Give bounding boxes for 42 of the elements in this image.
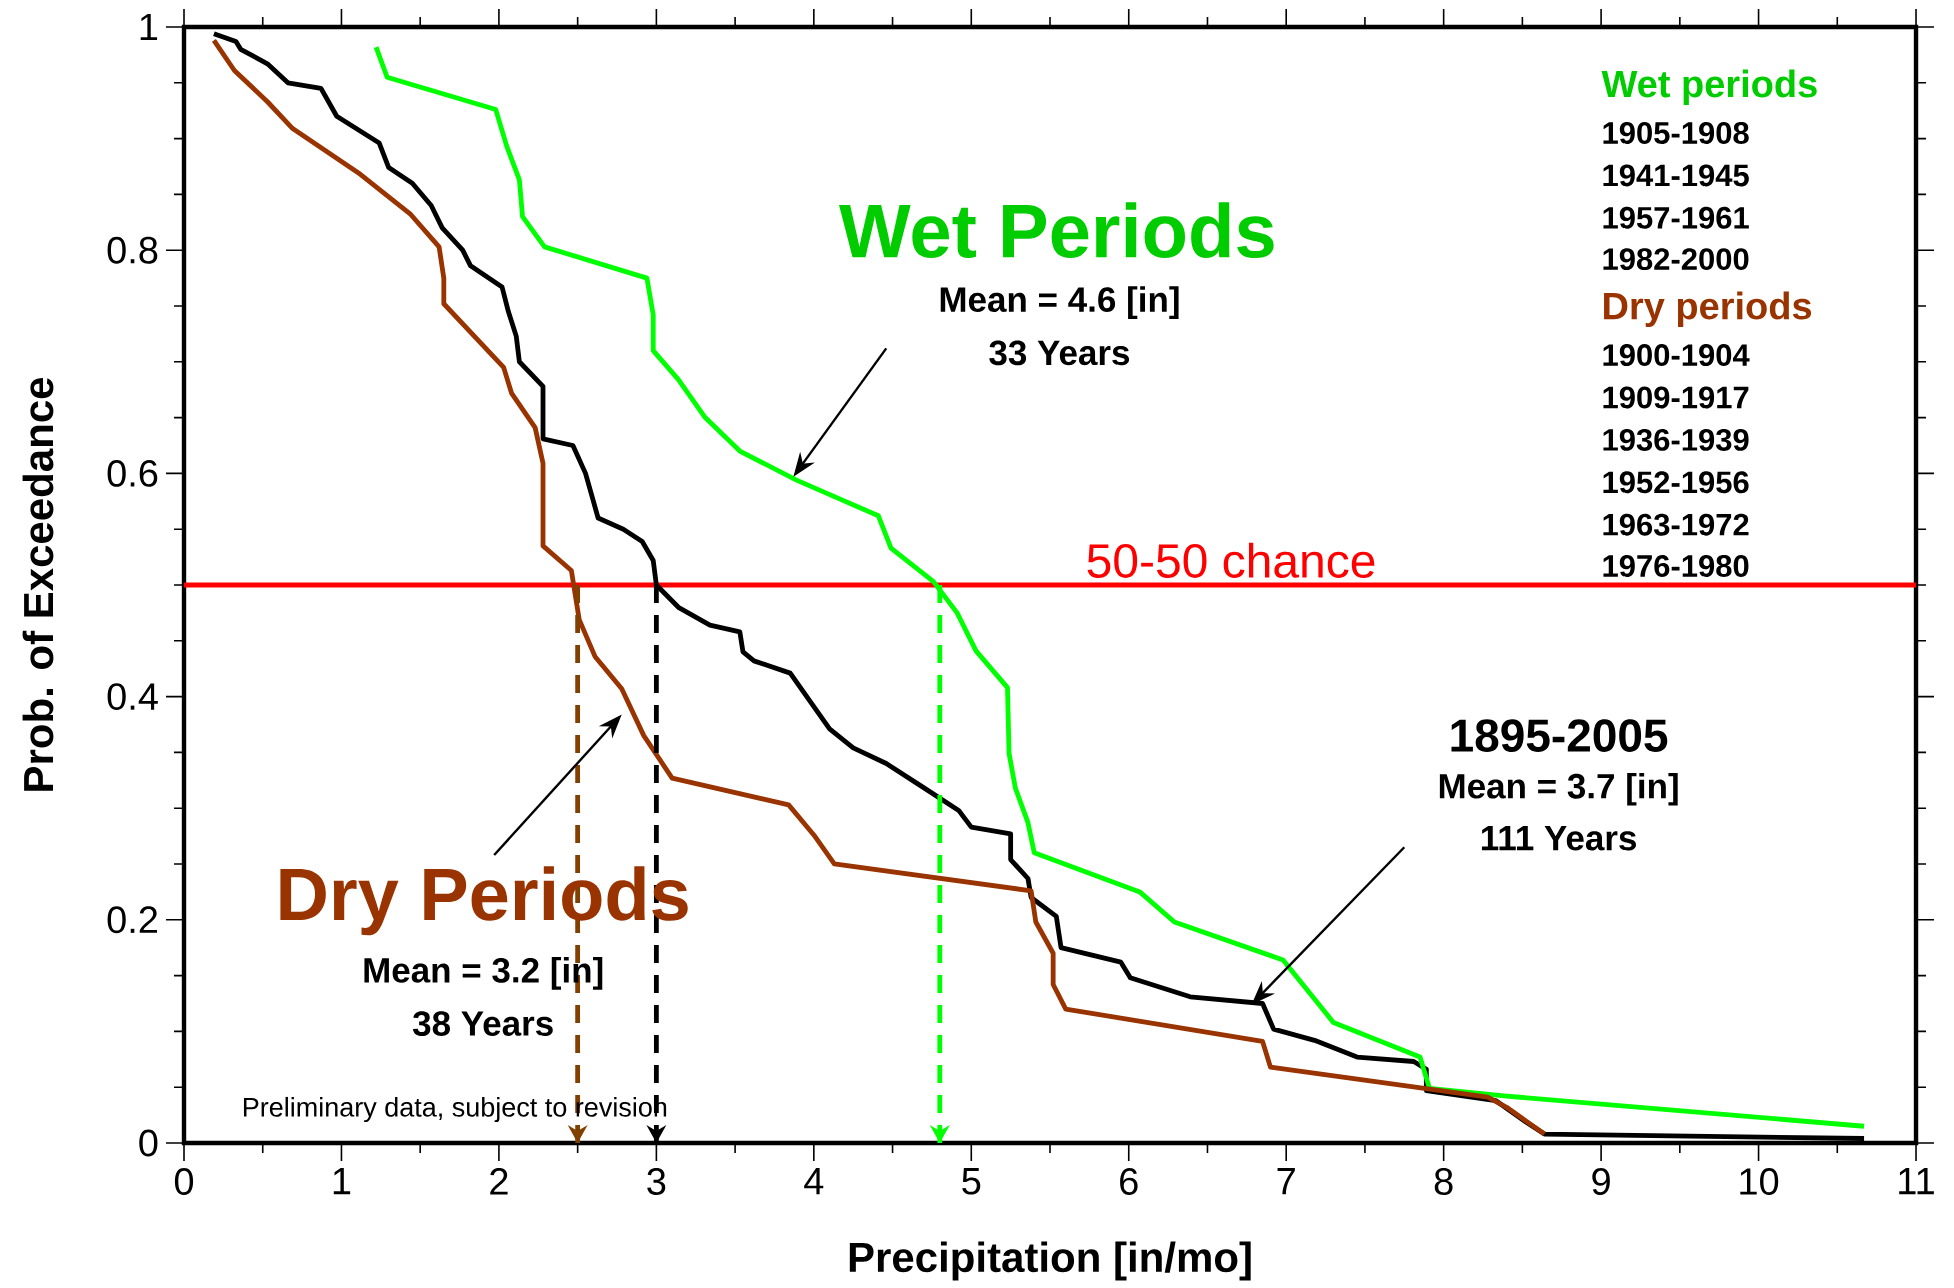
annotation: 1982-2000 <box>1603 248 1749 271</box>
x-tick-label: 10 <box>1740 1168 1779 1195</box>
y-tick-label: 1 <box>140 13 158 41</box>
x-tick-label: 3 <box>647 1168 666 1195</box>
annotation: 1957-1961 <box>1603 206 1749 229</box>
y-tick-label: 0.8 <box>107 236 158 264</box>
x-tick-label: 6 <box>1120 1168 1138 1195</box>
x-tick-label: 5 <box>962 1168 981 1195</box>
annotation: 111 Years <box>1481 826 1636 851</box>
x-tick-label: 0 <box>174 1168 194 1195</box>
annotation: 38 Years <box>412 1011 553 1036</box>
annotation: 1952-1956 <box>1603 471 1749 494</box>
annotation: Dry Periods <box>280 866 688 936</box>
annotation: Mean = 3.2 [in] <box>364 957 603 990</box>
x-tick-label: 11 <box>1899 1168 1934 1195</box>
x-tick-label: 7 <box>1277 1168 1295 1195</box>
y-tick-label: 0.4 <box>107 683 158 711</box>
x-axis-title: Precipitation [in/mo] <box>849 1241 1251 1281</box>
annotation: Mean = 3.7 [in] <box>1439 772 1678 806</box>
y-tick-label: 0.2 <box>107 906 158 934</box>
annotation: 1895-2005 <box>1451 719 1668 752</box>
annotation: 1900-1904 <box>1603 344 1750 367</box>
x-tick-label: 2 <box>490 1168 508 1195</box>
annotation: 1941-1945 <box>1603 164 1749 187</box>
annotation: 1905-1908 <box>1603 122 1749 144</box>
y-tick-label: 0 <box>139 1129 158 1157</box>
x-tick-label: 8 <box>1434 1168 1453 1195</box>
x-tick-label: 4 <box>804 1168 824 1195</box>
annotation: Wet periods <box>1601 69 1817 105</box>
annotation: 1936-1939 <box>1603 428 1749 451</box>
annotation: 1963-1972 <box>1603 513 1749 536</box>
annotation: Mean = 4.6 [in] <box>940 286 1179 319</box>
annotation: Wet Periods <box>839 202 1274 259</box>
ref-line-label: 50-50 chance <box>1087 542 1375 578</box>
annotation: 1909-1917 <box>1603 386 1749 409</box>
y-tick-label: 0.6 <box>107 459 158 487</box>
x-tick-label: 1 <box>333 1168 351 1195</box>
x-tick-label: 9 <box>1592 1168 1610 1195</box>
annotation: 33 Years <box>989 340 1130 366</box>
annotation: 1976-1980 <box>1603 555 1749 577</box>
y-axis-title: Prob. of Exceedance <box>22 377 54 791</box>
annotation: Dry periods <box>1604 291 1812 328</box>
